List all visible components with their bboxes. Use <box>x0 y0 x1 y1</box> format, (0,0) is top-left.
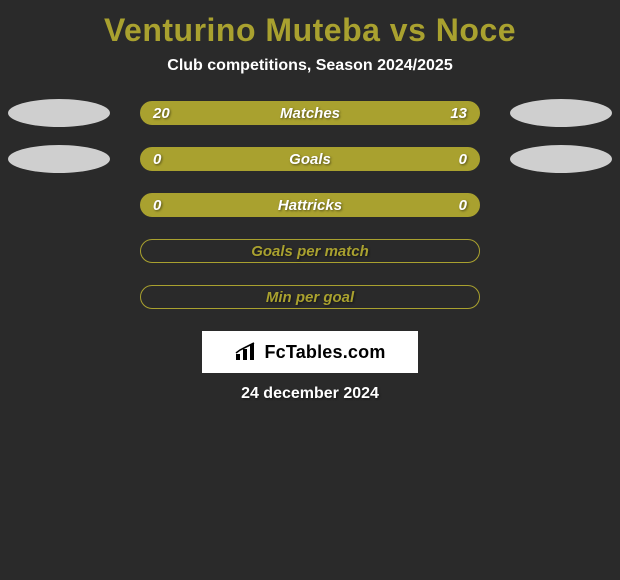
infographic-container: Venturino Muteba vs Noce Club competitio… <box>0 0 620 403</box>
stat-row: Goals per match <box>0 239 620 263</box>
stat-label: Min per goal <box>141 289 479 306</box>
stat-bar: 0Goals0 <box>140 147 480 171</box>
logo-box: FcTables.com <box>202 331 418 373</box>
stat-value-right: 13 <box>450 105 467 122</box>
stat-label: Hattricks <box>141 197 479 214</box>
stat-label: Matches <box>141 105 479 122</box>
stat-row: Min per goal <box>0 285 620 309</box>
stat-value-left: 0 <box>153 197 161 214</box>
stat-bar: 0Hattricks0 <box>140 193 480 217</box>
stat-row: 0Goals0 <box>0 147 620 171</box>
ellipse-right <box>510 145 612 173</box>
ellipse-right <box>510 99 612 127</box>
chart-icon <box>234 342 258 362</box>
logo-text: FcTables.com <box>264 342 385 363</box>
subtitle: Club competitions, Season 2024/2025 <box>0 57 620 101</box>
date: 24 december 2024 <box>0 385 620 403</box>
stat-value-left: 20 <box>153 105 170 122</box>
stat-label: Goals per match <box>141 243 479 260</box>
page-title: Venturino Muteba vs Noce <box>0 0 620 57</box>
stat-row: 0Hattricks0 <box>0 193 620 217</box>
stat-value-right: 0 <box>459 197 467 214</box>
stat-bar: 20Matches13 <box>140 101 480 125</box>
stat-bar: Min per goal <box>140 285 480 309</box>
ellipse-left <box>8 145 110 173</box>
stat-row: 20Matches13 <box>0 101 620 125</box>
stats-list: 20Matches130Goals00Hattricks0Goals per m… <box>0 101 620 309</box>
ellipse-left <box>8 99 110 127</box>
stat-bar: Goals per match <box>140 239 480 263</box>
stat-label: Goals <box>141 151 479 168</box>
stat-value-left: 0 <box>153 151 161 168</box>
stat-value-right: 0 <box>459 151 467 168</box>
logo-content: FcTables.com <box>234 342 385 363</box>
